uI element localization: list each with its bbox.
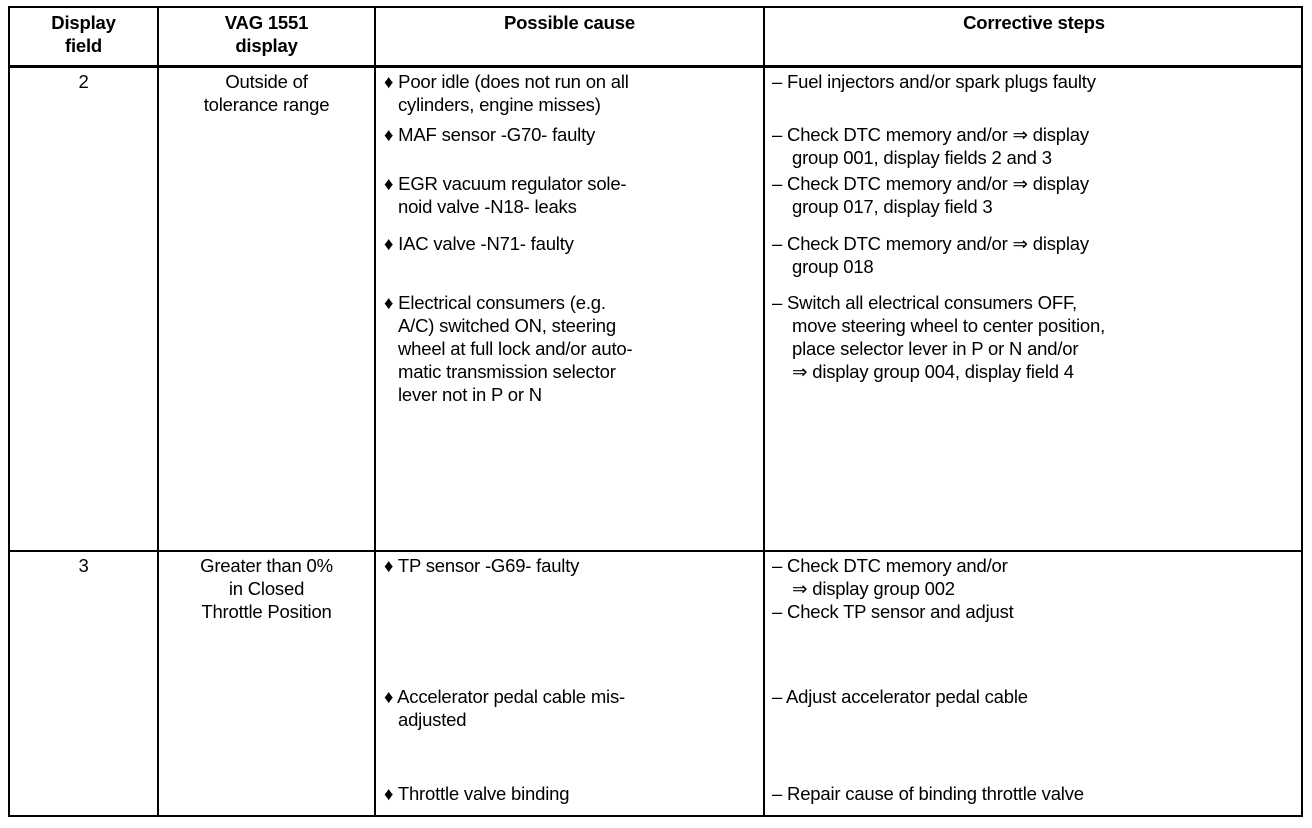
column-header: VAG 1551 [224,12,309,33]
vag-display-text: in Closed [228,578,305,599]
display-field-value: 3 [78,555,89,576]
corrective-step: – Check DTC memory and/or [772,555,1008,576]
possible-cause: A/C) switched ON, steering [398,315,616,336]
possible-cause: noid valve -N18- leaks [398,196,577,217]
corrective-step: – Check DTC memory and/or ⇒ display [772,124,1089,145]
column-divider [157,8,159,815]
column-header: field [64,35,103,56]
column-header: display [235,35,298,56]
possible-cause: ♦ Throttle valve binding [384,783,570,804]
possible-cause: ♦ Electrical consumers (e.g. [384,292,606,313]
vag-display-text: tolerance range [203,94,330,115]
corrective-step: – Check DTC memory and/or ⇒ display [772,173,1089,194]
corrective-step: – Repair cause of binding throttle valve [772,783,1084,804]
vag-display-text: Outside of [225,71,308,92]
column-header: Corrective steps [963,12,1105,33]
diagnostic-table: Display field VAG 1551 display Possible caus… [8,6,1303,817]
corrective-step: ⇒ display group 002 [792,578,955,599]
column-divider [374,8,376,815]
possible-cause: wheel at full lock and/or auto- [398,338,633,359]
corrective-step: move steering wheel to center position, [792,315,1106,336]
possible-cause: ♦ MAF sensor -G70- faulty [384,124,596,145]
corrective-step: – Check TP sensor and adjust [772,601,1014,622]
possible-cause: lever not in P or N [398,384,542,405]
possible-cause: ♦ EGR vacuum regulator sole- [384,173,627,194]
possible-cause: adjusted [398,709,467,730]
corrective-step: group 017, display field 3 [792,196,993,217]
possible-cause: ♦ Poor idle (does not run on all [384,71,629,92]
corrective-step: ⇒ display group 004, display field 4 [792,361,1074,382]
corrective-step: group 018 [792,256,874,277]
possible-cause: cylinders, engine misses) [398,94,601,115]
possible-cause: matic transmission selector [398,361,616,382]
possible-cause: ♦ TP sensor -G69- faulty [384,555,580,576]
corrective-step: – Check DTC memory and/or ⇒ display [772,233,1089,254]
row-divider [10,550,1301,552]
column-divider [763,8,765,815]
possible-cause: ♦ IAC valve -N71- faulty [384,233,574,254]
corrective-step: group 001, display fields 2 and 3 [792,147,1052,168]
corrective-step: place selector lever in P or N and/or [792,338,1079,359]
column-header: Possible cause [504,12,635,33]
vag-display-text: Greater than 0% [200,555,333,576]
corrective-step: – Switch all electrical consumers OFF, [772,292,1077,313]
header-divider [10,65,1301,68]
column-header: Display [51,12,116,33]
vag-display-text: Throttle Position [201,601,332,622]
display-field-value: 2 [78,71,89,92]
possible-cause: ♦ Accelerator pedal cable mis- [384,686,625,707]
corrective-step: – Adjust accelerator pedal cable [772,686,1028,707]
corrective-step: – Fuel injectors and/or spark plugs faul… [772,71,1096,92]
